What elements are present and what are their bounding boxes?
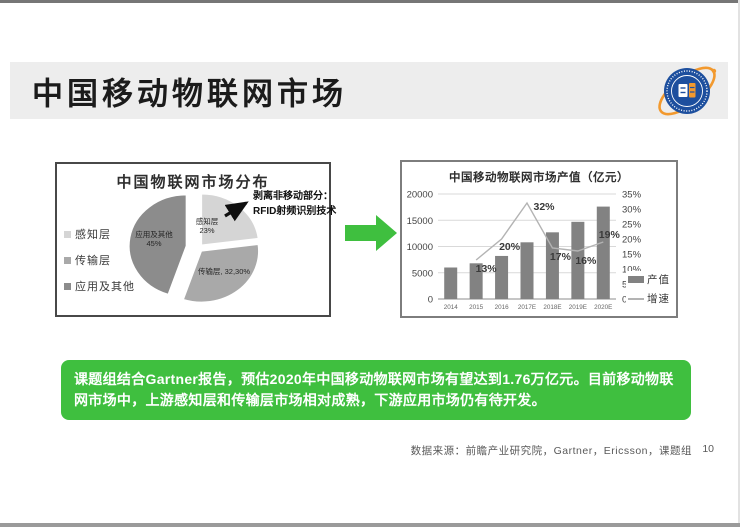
legend-swatch-perception	[64, 230, 71, 238]
x-axis-label: 2016	[495, 304, 510, 311]
right-axis-tick: 35%	[622, 190, 642, 201]
growth-label: 19%	[599, 229, 621, 241]
bar-2016	[495, 255, 509, 299]
bar-legend-item: 产值	[628, 272, 670, 287]
growth-label: 17%	[550, 251, 572, 263]
left-axis-tick: 0	[428, 295, 433, 306]
left-axis-tick: 15000	[407, 216, 433, 227]
pie-annotation-line1: 剥离非移动部分：	[253, 191, 333, 202]
legend-swatch-output	[628, 276, 644, 283]
growth-label: 20%	[499, 241, 521, 253]
bar-chart-panel: 中国移动物联网市场产值（亿元） 050001000015000200000%5%…	[400, 160, 678, 318]
growth-label: 16%	[575, 255, 597, 267]
slide-right-edge	[738, 0, 740, 527]
bar-2018E	[545, 232, 559, 299]
right-axis-tick: 10%	[622, 265, 642, 276]
x-axis-label: 2020E	[594, 304, 612, 311]
bar-2019E	[571, 221, 585, 299]
x-axis-label: 2014	[444, 304, 459, 311]
bar-2020E	[596, 206, 610, 299]
insight-box: 课题组结合Gartner报告，预估2020年中国移动物联网市场有望达到1.76万…	[61, 360, 691, 420]
x-axis-label: 2017E	[518, 304, 536, 311]
pie-annotation-line2: RFID射频识别技术	[253, 205, 337, 217]
title-band: 中国移动物联网市场	[10, 62, 728, 119]
pie-slice-label: 感知层 23%	[196, 216, 219, 235]
bar-2015	[469, 263, 483, 299]
page-title: 中国移动物联网市场	[32, 76, 347, 111]
pie-chart-title: 中国物联网市场分布	[116, 174, 270, 191]
pie-legend-item: 感知层	[64, 226, 135, 242]
bar-2014	[444, 267, 458, 299]
bar-legend-label: 产值	[647, 274, 670, 286]
pie-slice-2	[182, 243, 260, 303]
bar-legend-label: 增速	[647, 293, 670, 305]
bar-legend: 产值 增速	[626, 271, 672, 307]
pie-legend-item: 传输层	[64, 252, 135, 268]
pie-annotation: 剥离非移动部分： RFID射频识别技术	[253, 190, 336, 219]
x-axis-label: 2015	[469, 304, 484, 311]
flow-arrow-head	[376, 215, 397, 251]
growth-label: 13%	[476, 263, 498, 275]
bar-chart-title: 中国移动物联网市场产值（亿元）	[449, 172, 629, 184]
left-axis-tick: 10000	[407, 242, 433, 253]
legend-swatch-growth	[628, 297, 644, 300]
pie-slice-label: 传输层, 32,30%	[198, 266, 250, 276]
school-logo-icon	[658, 66, 717, 116]
right-axis-tick: 15%	[622, 250, 642, 261]
insight-text: 课题组结合Gartner报告，预估2020年中国移动物联网市场有望达到1.76万…	[74, 371, 674, 408]
slide-top-edge	[0, 0, 740, 3]
right-axis-tick: 20%	[622, 235, 642, 246]
right-axis-tick: 30%	[622, 205, 642, 216]
left-axis-tick: 5000	[412, 268, 433, 279]
pie-legend-label: 应用及其他	[75, 281, 135, 293]
growth-label: 32%	[533, 201, 555, 213]
page-number: 10	[702, 443, 714, 455]
right-axis-tick: 25%	[622, 220, 642, 231]
flow-arrow-shaft	[345, 225, 376, 241]
annotation-arrow	[224, 201, 249, 222]
slide-bottom-edge	[0, 523, 740, 527]
bar-chart-svg: 050001000015000200000%5%10%15%20%25%30%3…	[407, 190, 642, 312]
legend-swatch-transport	[64, 256, 71, 264]
pie-legend-label: 传输层	[75, 255, 111, 267]
pie-slice-3	[128, 194, 187, 295]
pie-legend-item: 应用及其他	[64, 278, 135, 294]
pie-chart-svg: 感知层 23% 传输层, 32,30% 应用及其他 45%	[128, 193, 260, 303]
flow-arrow-icon	[345, 215, 397, 251]
source-line: 数据来源：前瞻产业研究院，Gartner，Ericsson，课题组	[410, 445, 692, 457]
legend-swatch-application	[64, 282, 71, 290]
x-axis-label: 2018E	[543, 304, 561, 311]
pie-legend-label: 感知层	[75, 229, 111, 241]
pie-chart-panel: 中国物联网市场分布 感知层 23% 传输层, 32,30% 应用及其他 45% 感知层 …	[55, 162, 336, 317]
left-axis-tick: 20000	[407, 190, 433, 201]
pie-legend: 感知层 传输层 应用及其他	[64, 226, 135, 294]
pie-slice-label: 应用及其他 45%	[135, 229, 173, 248]
bar-legend-item: 增速	[628, 291, 670, 306]
growth-line	[475, 201, 604, 261]
bar-2017E	[520, 242, 534, 299]
x-axis-label: 2019E	[569, 304, 587, 311]
